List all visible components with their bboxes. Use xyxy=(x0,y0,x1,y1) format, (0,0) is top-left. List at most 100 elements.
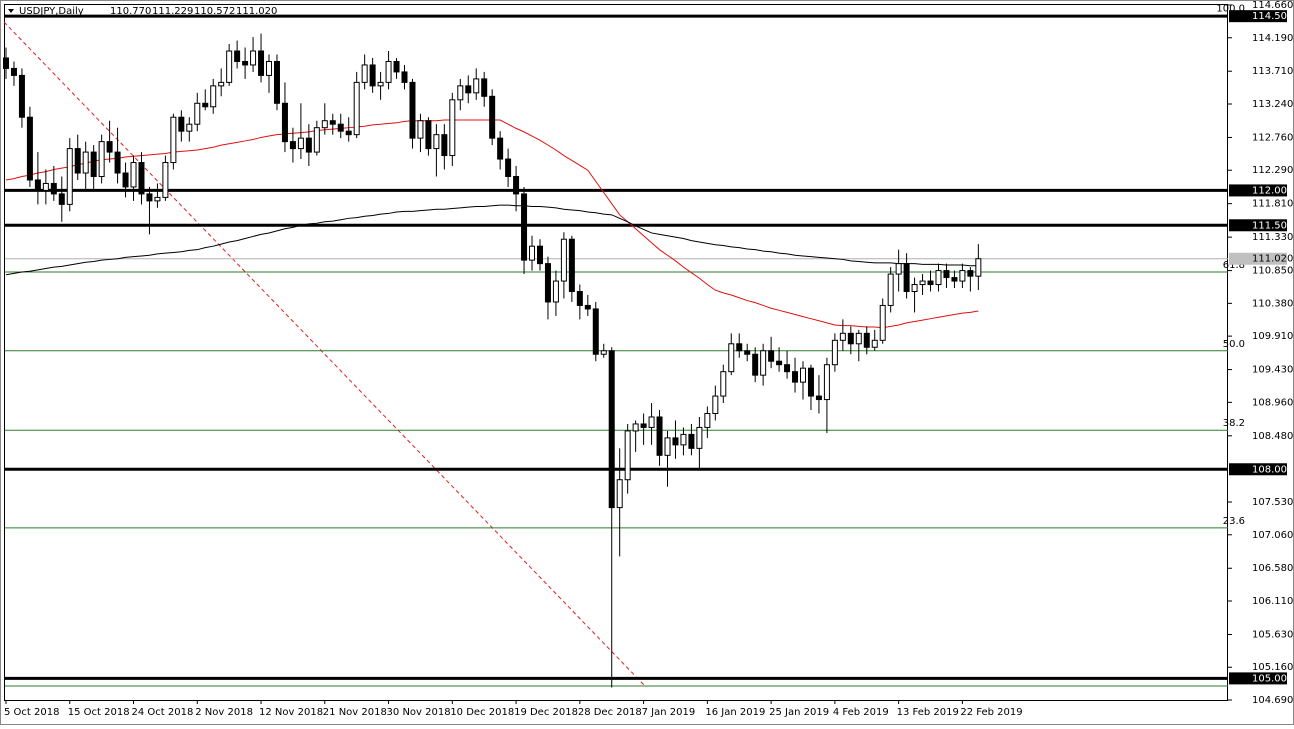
candle-body xyxy=(122,172,129,188)
candle-body xyxy=(823,364,830,401)
candle-body xyxy=(18,74,25,118)
y-tick-label: 111.810 xyxy=(1252,199,1293,210)
fib-label: 38.2 xyxy=(1223,418,1245,429)
level-box xyxy=(1229,463,1287,476)
candle-body xyxy=(688,433,695,449)
x-tick-label: 4 Feb 2019 xyxy=(833,707,889,718)
candle-body xyxy=(258,50,265,76)
y-tick-label: 105.160 xyxy=(1252,662,1293,673)
candle-body xyxy=(401,71,408,83)
candle-body xyxy=(863,332,870,348)
candle-body xyxy=(744,350,751,355)
candle-body xyxy=(218,81,225,87)
candle-body xyxy=(505,158,512,177)
header-value: 110.770 xyxy=(110,6,151,17)
x-tick-label: 16 Jan 2019 xyxy=(705,707,765,718)
candle-body xyxy=(473,78,480,94)
candle-body xyxy=(433,134,440,150)
candle-body xyxy=(465,85,472,94)
candle-body xyxy=(369,64,376,87)
y-tick-label: 109.910 xyxy=(1252,331,1293,342)
candle-body xyxy=(377,81,384,87)
y-tick-label: 113.710 xyxy=(1252,66,1293,77)
x-tick-label: 19 Dec 2018 xyxy=(514,707,578,718)
candle-body xyxy=(640,423,647,428)
x-tick-label: 2 Nov 2018 xyxy=(195,707,253,718)
candle-body xyxy=(975,258,982,277)
candle-body xyxy=(409,81,416,139)
candle-body xyxy=(194,102,201,125)
candle-body xyxy=(576,291,583,306)
candle-body xyxy=(776,360,783,366)
candle-body xyxy=(26,116,33,181)
candle-body xyxy=(784,364,791,373)
candle-body xyxy=(568,238,575,293)
candle-body xyxy=(297,137,304,150)
candle-body xyxy=(903,263,910,293)
candle-body xyxy=(138,162,145,195)
candle-body xyxy=(608,350,615,509)
candle-body xyxy=(815,395,822,401)
candle-body xyxy=(82,151,89,174)
candle-body xyxy=(807,367,814,397)
candle-body xyxy=(3,57,9,69)
candle-body xyxy=(911,284,918,293)
level-label: 108.000 xyxy=(1252,464,1293,475)
x-tick-label: 10 Dec 2018 xyxy=(450,707,514,718)
candle-body xyxy=(656,416,663,456)
candle-body xyxy=(521,193,528,261)
y-tick-label: 105.630 xyxy=(1252,629,1293,640)
candle-body xyxy=(513,175,520,195)
candle-body xyxy=(154,196,161,202)
candle-body xyxy=(560,238,567,282)
candle-body xyxy=(919,280,926,286)
y-tick-label: 110.380 xyxy=(1252,298,1293,309)
candle-body xyxy=(98,141,105,177)
candle-body xyxy=(417,120,424,139)
candle-body xyxy=(34,179,41,191)
x-tick-label: 12 Nov 2018 xyxy=(259,707,323,718)
candle-body xyxy=(50,182,57,195)
x-tick-label: 30 Nov 2018 xyxy=(387,707,451,718)
candle-body xyxy=(839,332,846,341)
candle-body xyxy=(529,245,536,261)
fib-label: 50.0 xyxy=(1223,339,1245,350)
level-box xyxy=(1229,10,1287,23)
candle-body xyxy=(624,430,631,481)
price-label: 111.020 xyxy=(1252,254,1293,265)
candle-body xyxy=(800,367,806,383)
level-label: 105.000 xyxy=(1252,673,1293,684)
candle-body xyxy=(760,350,767,376)
level-label: 114.500 xyxy=(1252,11,1293,22)
candle-body xyxy=(10,67,17,76)
candle-body xyxy=(967,270,974,277)
menu-arrow xyxy=(8,9,14,13)
candle-body xyxy=(106,141,113,153)
header-value: 111.229 xyxy=(152,6,193,17)
candle-body xyxy=(457,85,464,101)
candle-body xyxy=(536,245,543,265)
y-tick-label: 106.580 xyxy=(1252,563,1293,574)
candle-body xyxy=(234,50,241,62)
candle-body xyxy=(544,263,551,303)
candle-body xyxy=(130,162,137,188)
plot-border xyxy=(4,4,1228,701)
y-tick-label: 112.290 xyxy=(1252,165,1293,176)
header-value: 111.020 xyxy=(236,6,277,17)
candle-body xyxy=(441,134,448,157)
candle-body xyxy=(449,99,456,157)
candle-body xyxy=(361,64,368,83)
y-tick-label: 108.960 xyxy=(1252,397,1293,408)
candle-body xyxy=(887,273,894,306)
price-box xyxy=(1229,252,1287,265)
candle-body xyxy=(951,277,958,282)
candle-body xyxy=(736,343,743,352)
fib-label: 23.6 xyxy=(1223,516,1245,527)
candle-body xyxy=(871,339,878,348)
x-tick-label: 24 Oct 2018 xyxy=(132,707,194,718)
x-tick-label: 21 Nov 2018 xyxy=(323,707,387,718)
candle-body xyxy=(696,426,703,449)
candle-body xyxy=(768,350,775,362)
moving-average xyxy=(5,204,979,276)
